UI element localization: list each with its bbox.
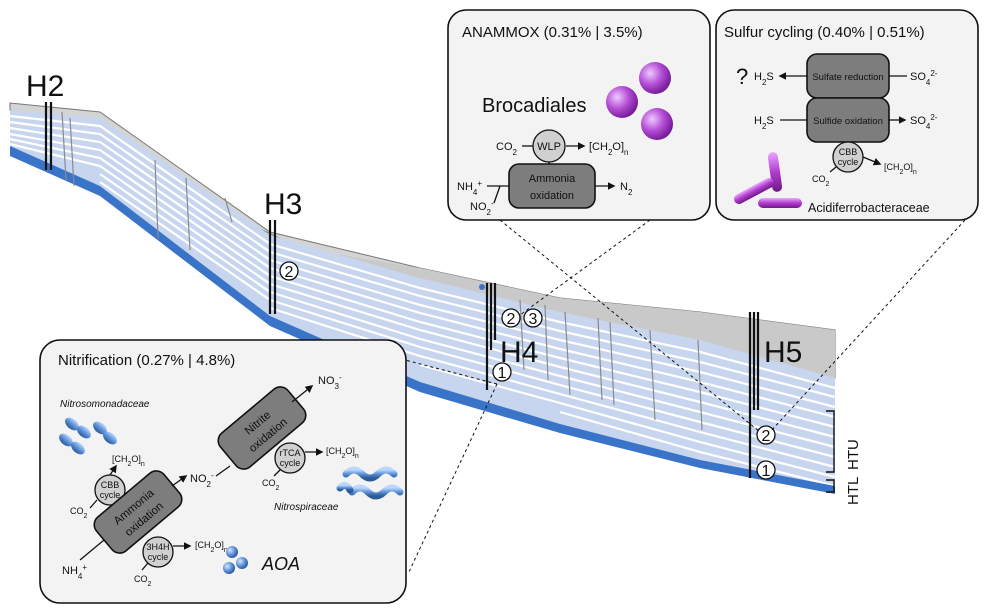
svg-text:[CH2O]n: [CH2O]n: [884, 162, 917, 176]
rtca-cycle-icon: [274, 442, 306, 474]
taxon-nitrosomonadaceae: Nitrosomonadaceae: [60, 399, 150, 410]
sulfur-co2: CO: [812, 174, 826, 184]
svg-text:oxidation: oxidation: [530, 190, 574, 202]
anammox-cell-icon: [641, 108, 673, 140]
anammox-ch2o: [CH: [589, 141, 608, 153]
svg-text:[CH2O]n: [CH2O]n: [112, 454, 145, 468]
svg-text:rTCA: rTCA: [280, 448, 301, 458]
svg-text:CBB: CBB: [839, 147, 858, 157]
svg-text:3H4H: 3H4H: [146, 542, 169, 552]
svg-text:[CH2O]n: [CH2O]n: [326, 446, 359, 460]
svg-text:[CH2O]n: [CH2O]n: [195, 540, 228, 554]
svg-text:CO2: CO2: [134, 574, 152, 588]
sulfur-taxon: Acidiferrobacteraceae: [808, 201, 930, 215]
svg-text:N2: N2: [620, 181, 633, 197]
marker-h4-2: 2: [507, 311, 516, 328]
unit-brackets: [826, 410, 835, 493]
cross-section: [9, 102, 836, 494]
svg-text:NO2-: NO2-: [190, 471, 214, 489]
nitrosomonadaceae-icon: [59, 417, 117, 455]
marker-h3-2: 2: [285, 264, 294, 281]
marker-h4-1: 1: [498, 365, 507, 382]
anammox-panel: ANAMMOX (0.31% | 3.5%) Brocadiales WLP C…: [447, 9, 711, 221]
sulfur-ch2o: [CH: [884, 162, 900, 172]
taxon-nitrospiraceae: Nitrospiraceae: [274, 502, 339, 513]
svg-text:Sulfide oxidation: Sulfide oxidation: [813, 116, 883, 127]
svg-text:CO2: CO2: [496, 141, 518, 157]
sulfur-question-mark: ?: [736, 64, 748, 89]
sulfur-h2s-b: H: [754, 115, 762, 127]
svg-text:H2S: H2S: [754, 115, 774, 131]
svg-text:[CH2O]n: [CH2O]n: [589, 141, 628, 157]
aquifer-layers: [10, 110, 835, 490]
svg-text:CO2: CO2: [262, 478, 280, 492]
anammox-cell-icon: [606, 86, 638, 118]
strata-lines: [9, 114, 836, 488]
nitrospiraceae-icon: [336, 466, 404, 500]
nitrification-panel: Nitrification (0.27% | 4.8%) Nitrosomona…: [39, 339, 407, 604]
wlp-label: WLP: [537, 141, 561, 153]
svg-text:cycle: cycle: [148, 552, 169, 562]
marker-h4-3: 3: [529, 311, 538, 328]
connector-lines: [381, 219, 966, 575]
sample-markers: 2 2 3 1 2 1: [279, 261, 776, 480]
anammox-cell-icon: [639, 62, 671, 94]
well-label-h3: H3: [264, 188, 302, 221]
aoa-label: AOA: [261, 554, 300, 574]
3h4h-cycle-icon: [142, 536, 174, 568]
sulfur-h2s-a: H: [754, 71, 762, 83]
sulfur-title: Sulfur cycling (0.40% | 0.51%): [724, 24, 925, 41]
svg-text:CO2: CO2: [812, 174, 830, 188]
marker-h5-2: 2: [762, 428, 771, 445]
anammox-taxon: Brocadiales: [482, 95, 587, 117]
svg-text:cycle: cycle: [100, 490, 121, 500]
htu-label: HTU: [845, 439, 862, 470]
svg-text:CO2: CO2: [70, 506, 88, 520]
well-label-h2: H2: [26, 70, 64, 103]
well-label-h5: H5: [764, 336, 802, 369]
svg-text:SO42-: SO42-: [910, 69, 938, 87]
faults: [61, 111, 703, 431]
sulfur-so4-b: SO: [910, 115, 926, 127]
anammox-no2: NO: [470, 201, 487, 213]
svg-text:CBB: CBB: [101, 480, 120, 490]
svg-text:NO3-: NO3-: [318, 373, 342, 391]
sulfur-panel: Sulfur cycling (0.40% | 0.51%) ? Sulfate…: [715, 9, 979, 221]
htl-label: HTL: [845, 477, 862, 505]
sulfur-so4-a: SO: [910, 71, 926, 83]
anammox-title: ANAMMOX (0.31% | 3.5%): [462, 24, 643, 41]
anammox-n2: N: [620, 181, 628, 193]
nitrification-title: Nitrification (0.27% | 4.8%): [58, 352, 235, 369]
aoa-icon: [223, 546, 248, 574]
svg-text:NO2-: NO2-: [470, 199, 494, 217]
well-casings: [44, 102, 760, 478]
anammox-nh4: NH: [457, 181, 473, 193]
svg-text:cycle: cycle: [280, 458, 301, 468]
marker-h5-1: 1: [762, 463, 771, 480]
svg-text:NH4+: NH4+: [62, 563, 87, 581]
svg-text:NH4+: NH4+: [457, 179, 482, 197]
acidiferrobacteraceae-rods-icon: [733, 152, 802, 208]
svg-text:Sulfate reduction: Sulfate reduction: [812, 72, 883, 83]
svg-text:Ammonia: Ammonia: [529, 173, 576, 185]
svg-text:cycle: cycle: [838, 157, 859, 167]
svg-text:H2S: H2S: [754, 71, 774, 87]
svg-text:SO42-: SO42-: [910, 113, 938, 131]
anammox-co2: CO: [496, 141, 513, 153]
